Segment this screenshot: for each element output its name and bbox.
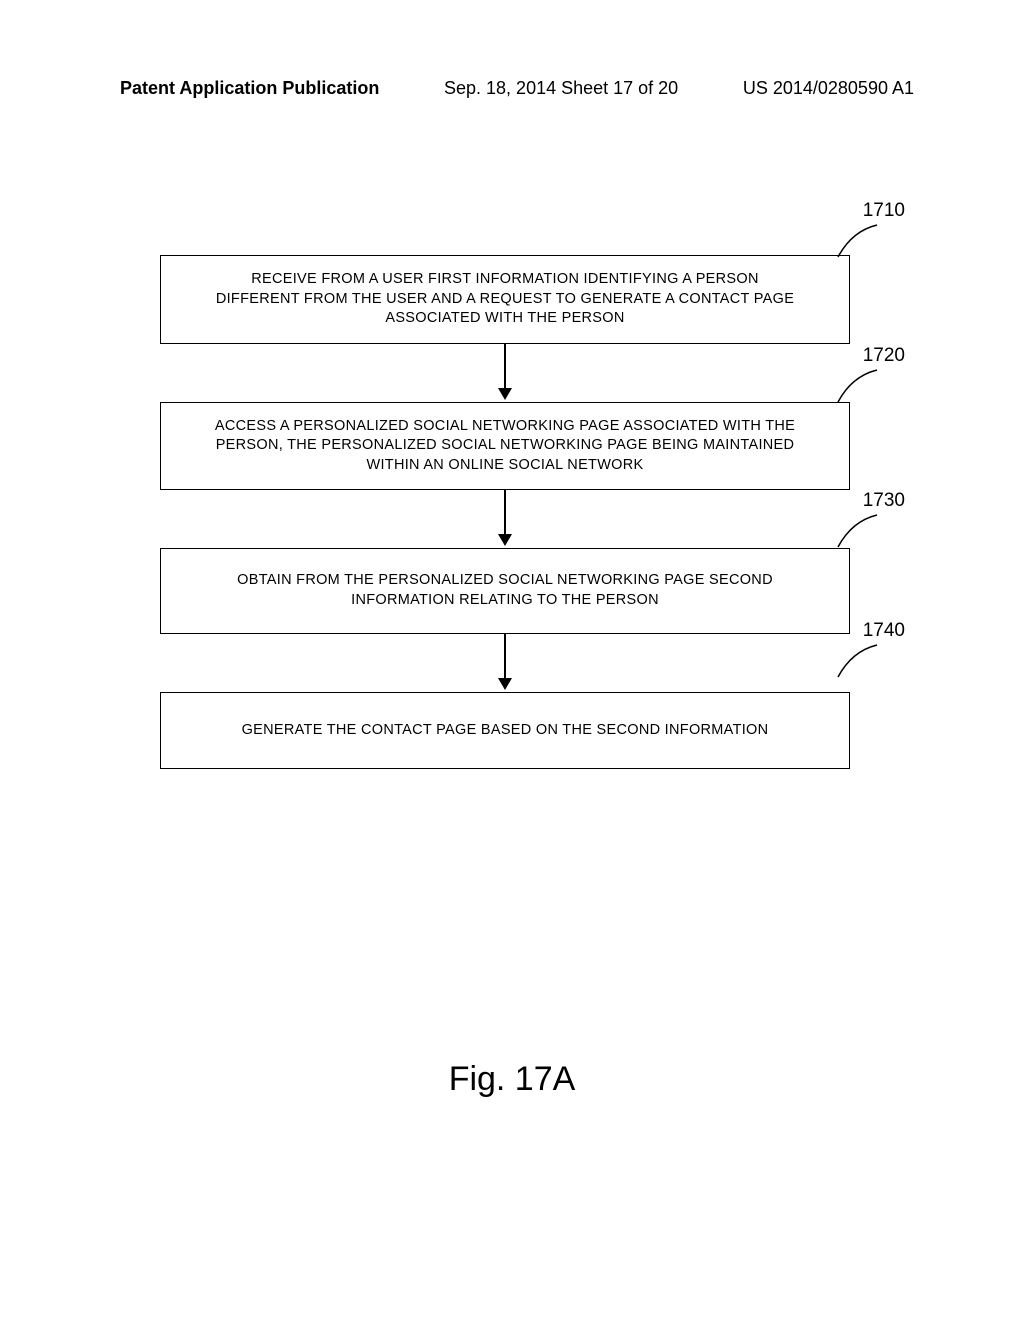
arrow-line-icon xyxy=(504,490,506,536)
arrow-2 xyxy=(160,490,850,548)
ref-leader-1740 xyxy=(832,643,882,683)
flow-step-2-text: ACCESS A PERSONALIZED SOCIAL NETWORKING … xyxy=(215,418,795,473)
header-publication: Patent Application Publication xyxy=(120,78,379,99)
header-sheet-info: Sep. 18, 2014 Sheet 17 of 20 xyxy=(444,78,678,99)
arrow-line-icon xyxy=(504,344,506,390)
arrow-head-icon xyxy=(498,388,512,400)
flow-step-1: RECEIVE FROM A USER FIRST INFORMATION ID… xyxy=(160,255,850,344)
ref-leader-1730 xyxy=(832,513,882,553)
arrow-1 xyxy=(160,344,850,402)
flow-step-3: OBTAIN FROM THE PERSONALIZED SOCIAL NETW… xyxy=(160,548,850,633)
flow-step-2: ACCESS A PERSONALIZED SOCIAL NETWORKING … xyxy=(160,402,850,491)
header-pub-number: US 2014/0280590 A1 xyxy=(743,78,914,99)
page-header: Patent Application Publication Sep. 18, … xyxy=(0,78,1024,99)
figure-caption: Fig. 17A xyxy=(0,1060,1024,1099)
arrow-line-icon xyxy=(504,634,506,680)
ref-label-1740: 1740 xyxy=(863,620,905,642)
flowchart: 1710 RECEIVE FROM A USER FIRST INFORMATI… xyxy=(160,255,850,769)
flow-step-4: GENERATE THE CONTACT PAGE BASED ON THE S… xyxy=(160,692,850,770)
arrow-head-icon xyxy=(498,678,512,690)
arrow-3 xyxy=(160,634,850,692)
ref-label-1710: 1710 xyxy=(863,200,905,222)
flow-step-4-text: GENERATE THE CONTACT PAGE BASED ON THE S… xyxy=(242,722,769,738)
flow-step-1-text: RECEIVE FROM A USER FIRST INFORMATION ID… xyxy=(216,271,794,326)
ref-label-1730: 1730 xyxy=(863,490,905,512)
ref-label-1720: 1720 xyxy=(863,345,905,367)
flow-step-3-text: OBTAIN FROM THE PERSONALIZED SOCIAL NETW… xyxy=(237,572,773,608)
ref-leader-1720 xyxy=(832,368,882,408)
ref-leader-1710 xyxy=(832,223,882,263)
arrow-head-icon xyxy=(498,534,512,546)
